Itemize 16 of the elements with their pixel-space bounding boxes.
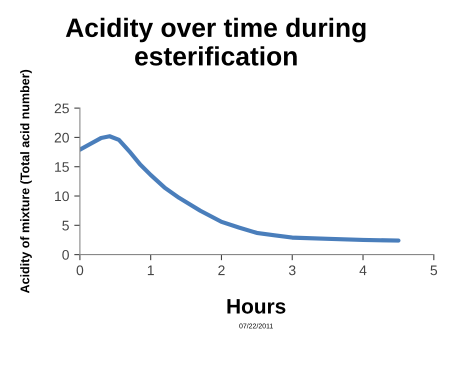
y-axis-title: Acidity of mixture (Total acid number)	[20, 70, 32, 294]
x-tick-label: 0	[76, 265, 84, 276]
x-tick-label: 4	[359, 266, 366, 276]
line-series	[80, 134, 401, 243]
x-tick-label: 5	[430, 266, 438, 276]
y-tick-label: 5	[62, 220, 69, 230]
y-tick-label: 15	[55, 162, 69, 172]
y-tick-label: 25	[54, 103, 69, 114]
y-tick-label: 0	[62, 250, 69, 260]
x-tick-label: 1	[148, 266, 154, 276]
x-tick-label: 2	[218, 265, 225, 276]
y-tick-label: 20	[54, 132, 69, 143]
x-axis-title: Hours	[227, 299, 286, 314]
y-tick-label: 10	[55, 191, 69, 202]
x-tick-label: 3	[288, 265, 296, 276]
chart-title: Acidity over time during esterification	[66, 18, 366, 66]
